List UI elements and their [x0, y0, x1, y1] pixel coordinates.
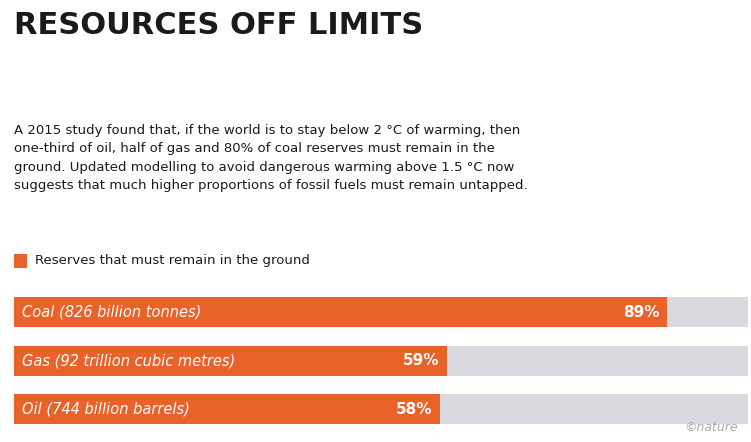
Text: A 2015 study found that, if the world is to stay below 2 °C of warming, then
one: A 2015 study found that, if the world is… — [14, 124, 527, 192]
Bar — [14, 346, 447, 376]
Text: 89%: 89% — [623, 305, 660, 320]
Text: Coal (826 billion tonnes): Coal (826 billion tonnes) — [23, 305, 202, 320]
Text: Oil (744 billion barrels): Oil (744 billion barrels) — [23, 401, 190, 416]
Bar — [14, 346, 748, 376]
Text: 59%: 59% — [403, 353, 439, 368]
Bar — [14, 394, 748, 424]
Text: RESOURCES OFF LIMITS: RESOURCES OFF LIMITS — [14, 11, 423, 40]
Bar — [14, 297, 748, 328]
Bar — [14, 394, 439, 424]
Text: Gas (92 trillion cubic metres): Gas (92 trillion cubic metres) — [23, 353, 236, 368]
Text: 58%: 58% — [396, 401, 432, 416]
Bar — [14, 297, 667, 328]
Text: Reserves that must remain in the ground: Reserves that must remain in the ground — [35, 254, 309, 267]
Text: ©nature: ©nature — [684, 421, 737, 434]
